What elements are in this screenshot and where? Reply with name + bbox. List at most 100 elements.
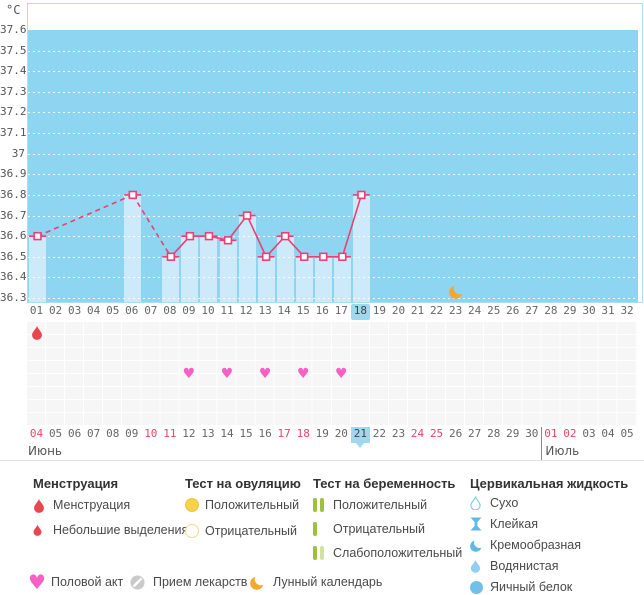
calendar-date-26[interactable]: 26 xyxy=(448,427,463,440)
calendar-date-19[interactable]: 19 xyxy=(315,427,329,440)
cycle-day-28[interactable]: 28 xyxy=(544,304,558,317)
cycle-day-04[interactable]: 04 xyxy=(87,304,101,317)
month-divider-line xyxy=(541,427,543,460)
legend-item: Водянистая xyxy=(470,557,559,575)
legend-item-label: Положительный xyxy=(333,498,428,512)
cycle-day-16[interactable]: 16 xyxy=(315,304,329,317)
calendar-date-16[interactable]: 16 xyxy=(258,427,272,440)
calendar-date-27[interactable]: 27 xyxy=(468,427,482,440)
temperature-bar xyxy=(257,256,275,302)
cycle-day-17[interactable]: 17 xyxy=(334,304,348,317)
cycle-day-09[interactable]: 09 xyxy=(182,304,196,317)
calendar-date-02[interactable]: 02 xyxy=(563,427,577,440)
temperature-point xyxy=(223,236,233,245)
cycle-day-12[interactable]: 12 xyxy=(239,304,253,317)
crescent-blue-icon xyxy=(470,539,490,552)
cycle-day-15[interactable]: 15 xyxy=(296,304,310,317)
calendar-date-07[interactable]: 07 xyxy=(87,427,101,440)
legend-item: Отрицательный xyxy=(313,520,425,538)
temperature-bar xyxy=(200,236,218,302)
cycle-day-10[interactable]: 10 xyxy=(201,304,215,317)
cycle-day-07[interactable]: 07 xyxy=(144,304,158,317)
calendar-date-20[interactable]: 20 xyxy=(334,427,348,440)
calendar-date-24[interactable]: 24 xyxy=(410,427,425,440)
calendar-date-29[interactable]: 29 xyxy=(506,427,520,440)
calendar-date-25[interactable]: 25 xyxy=(429,427,444,440)
cycle-day-29[interactable]: 29 xyxy=(563,304,577,317)
calendar-date-05[interactable]: 05 xyxy=(48,427,63,440)
calendar-date-22[interactable]: 22 xyxy=(372,427,387,440)
cycle-day-24[interactable]: 24 xyxy=(468,304,482,317)
calendar-date-04[interactable]: 04 xyxy=(601,427,615,440)
calendar-date-13[interactable]: 13 xyxy=(201,427,215,440)
calendar-date-17[interactable]: 17 xyxy=(277,427,291,440)
bar-green-one-icon xyxy=(313,522,320,536)
cycle-day-31[interactable]: 31 xyxy=(601,304,615,317)
calendar-date-12[interactable]: 12 xyxy=(182,427,196,440)
legend-item-label: Небольшие выделения xyxy=(53,523,189,537)
calendar-date-30[interactable]: 30 xyxy=(525,427,539,440)
cycle-day-18[interactable]: 18 xyxy=(350,304,370,320)
cycle-day-25[interactable]: 25 xyxy=(487,304,501,317)
cycle-day-26[interactable]: 26 xyxy=(506,304,520,317)
temperature-bar xyxy=(333,256,351,302)
calendar-date-11[interactable]: 11 xyxy=(163,427,177,440)
cycle-day-20[interactable]: 20 xyxy=(391,304,406,317)
temperature-line xyxy=(29,190,370,261)
circle-yellow-filled-icon xyxy=(185,498,199,512)
calendar-date-03[interactable]: 03 xyxy=(582,427,596,440)
cycle-day-08[interactable]: 08 xyxy=(163,304,177,317)
drop-red-small-icon xyxy=(33,524,42,536)
y-tick-label: 36.3 xyxy=(0,290,27,304)
calendar-date-23[interactable]: 23 xyxy=(391,427,406,440)
chart-plot-area[interactable] xyxy=(27,3,643,303)
temperature-bar xyxy=(276,236,294,302)
cycle-day-13[interactable]: 13 xyxy=(258,304,272,317)
calendar-date-01[interactable]: 01 xyxy=(544,427,558,440)
circle-yellow-filled-icon xyxy=(185,498,205,512)
calendar-date-15[interactable]: 15 xyxy=(239,427,253,440)
cycle-day-22[interactable]: 22 xyxy=(429,304,444,317)
legend-item-label: Слабоположительный xyxy=(333,546,463,560)
drop-blue-outline-icon xyxy=(470,496,481,510)
cycle-day-32[interactable]: 32 xyxy=(620,304,634,317)
legend-section-title: Тест на овуляцию xyxy=(185,476,301,491)
cycle-day-01[interactable]: 01 xyxy=(29,304,44,317)
y-tick-label: 36.5 xyxy=(0,249,27,263)
calendar-date-06[interactable]: 06 xyxy=(67,427,82,440)
cycle-day-19[interactable]: 19 xyxy=(372,304,387,317)
intercourse-heart-icon: ♥ xyxy=(296,366,310,382)
circle-yellow-outline-icon xyxy=(185,524,205,538)
cycle-day-30[interactable]: 30 xyxy=(582,304,596,317)
calendar-date-08[interactable]: 08 xyxy=(106,427,120,440)
calendar-date-10[interactable]: 10 xyxy=(144,427,158,440)
temperature-point xyxy=(204,231,214,241)
legend-section-title: Цервикальная жидкость xyxy=(470,476,629,491)
cycle-day-06[interactable]: 06 xyxy=(125,304,139,317)
calendar-date-21[interactable]: 21 xyxy=(350,427,370,443)
bars-green-two-icon xyxy=(313,498,333,512)
temperature-bar xyxy=(314,256,332,302)
calendar-date-05[interactable]: 05 xyxy=(620,427,634,440)
gridline xyxy=(28,112,638,114)
cycle-day-05[interactable]: 05 xyxy=(106,304,120,317)
heart-pink-icon: ♥ xyxy=(28,572,51,592)
cycle-day-03[interactable]: 03 xyxy=(67,304,82,317)
cycle-day-23[interactable]: 23 xyxy=(448,304,463,317)
calendar-date-28[interactable]: 28 xyxy=(487,427,501,440)
cycle-day-02[interactable]: 02 xyxy=(48,304,63,317)
cycle-day-14[interactable]: 14 xyxy=(277,304,291,317)
calendar-date-14[interactable]: 14 xyxy=(220,427,234,440)
gridline xyxy=(28,153,638,155)
y-axis-unit-label: °C xyxy=(6,3,21,17)
calendar-date-18[interactable]: 18 xyxy=(296,427,310,440)
legend-item-label: Водянистая xyxy=(490,559,559,573)
legend-item-label: Половой акт xyxy=(51,575,124,589)
calendar-date-09[interactable]: 09 xyxy=(125,427,139,440)
cycle-day-21[interactable]: 21 xyxy=(410,304,425,317)
cycle-day-27[interactable]: 27 xyxy=(525,304,539,317)
cycle-day-11[interactable]: 11 xyxy=(220,304,234,317)
legend-footer-item: Лунный календарь xyxy=(250,573,382,591)
events-grid[interactable]: ♥ ♥ ♥ ♥ ♥ xyxy=(27,322,637,425)
calendar-date-04[interactable]: 04 xyxy=(29,427,44,440)
